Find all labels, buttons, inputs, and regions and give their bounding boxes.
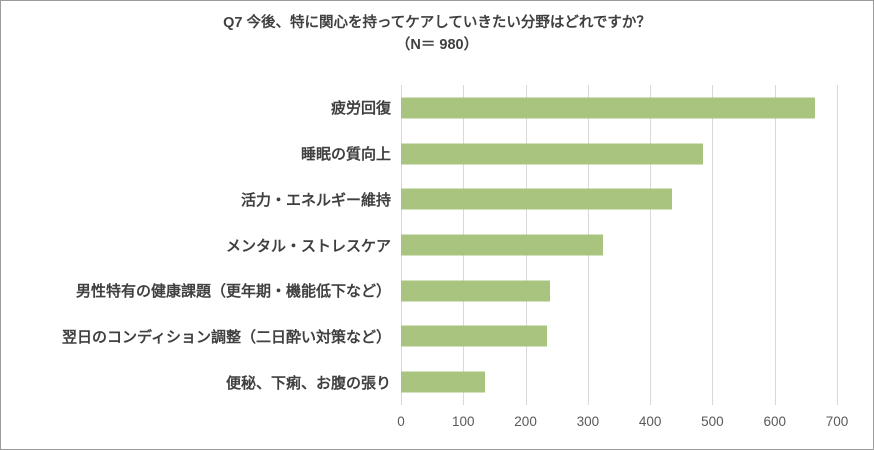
gridline — [774, 85, 776, 405]
category-label: 翌日のコンディション調整（二日酔い対策など） — [62, 328, 391, 346]
x-axis: 0 100 200 300 400 500 600 700 — [397, 405, 848, 437]
x-tick-label: 500 — [701, 414, 724, 429]
gridline — [650, 85, 652, 405]
bar-row: 翌日のコンディション調整（二日酔い対策など） — [11, 314, 837, 360]
bar-track — [401, 85, 837, 131]
bar-track — [401, 314, 837, 360]
category-label: メンタル・ストレスケア — [225, 237, 391, 255]
title-block: Q7 今後、特に関心を持ってケアしていきたい分野はどれですか？ （N＝ 980） — [1, 13, 873, 57]
bar — [401, 97, 816, 119]
gridline — [712, 85, 714, 405]
gridline — [837, 85, 838, 405]
category-label: 睡眠の質向上 — [300, 146, 391, 164]
bar-row: メンタル・ストレスケア — [11, 222, 837, 268]
bar — [401, 325, 548, 347]
bar-row: 便秘、下痢、お腹の張り — [11, 359, 837, 405]
bar-row: 男性特有の健康課題（更年期・機能低下など） — [11, 268, 837, 314]
x-tick-label: 100 — [452, 414, 475, 429]
bar — [401, 280, 551, 302]
chart-title: Q7 今後、特に関心を持ってケアしていきたい分野はどれですか？ — [223, 15, 651, 31]
x-tick-label: 600 — [763, 414, 786, 429]
x-tick-label: 200 — [514, 414, 537, 429]
bar-rows: 疲労回復睡眠の質向上活力・エネルギー維持メンタル・ストレスケア男性特有の健康課題… — [11, 85, 837, 405]
category-label: 便秘、下痢、お腹の張り — [225, 374, 391, 392]
category-label: 活力・エネルギー維持 — [240, 191, 391, 209]
bar-track — [401, 131, 837, 177]
bar — [401, 234, 604, 256]
x-tick-label: 700 — [825, 414, 849, 429]
bar-row: 睡眠の質向上 — [11, 131, 837, 177]
category-label: 疲労回復 — [330, 100, 391, 118]
chart-subtitle: （N＝ 980） — [395, 36, 479, 53]
category-label: 男性特有の健康課題（更年期・機能低下など） — [75, 283, 391, 301]
bar-track — [401, 222, 837, 268]
plot-area: 疲労回復睡眠の質向上活力・エネルギー維持メンタル・ストレスケア男性特有の健康課題… — [11, 85, 859, 437]
bar-track — [401, 359, 837, 405]
bar-track — [401, 268, 837, 314]
bar-row: 活力・エネルギー維持 — [11, 176, 837, 222]
x-tick-label: 400 — [638, 414, 662, 429]
bar — [401, 143, 704, 165]
bar — [401, 371, 486, 393]
x-tick-label: 0 — [397, 414, 405, 429]
bar-track — [401, 176, 837, 222]
bar-row: 疲労回復 — [11, 85, 837, 131]
bar — [401, 188, 672, 210]
x-tick-label: 300 — [576, 414, 600, 429]
